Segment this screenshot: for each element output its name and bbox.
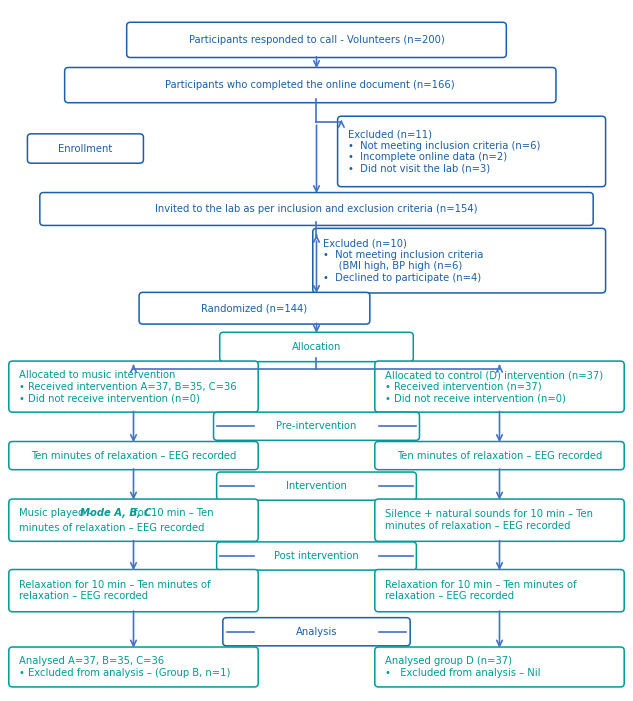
Text: Participants who completed the online document (n=166): Participants who completed the online do… <box>165 80 455 90</box>
Text: Music played –: Music played – <box>19 508 96 518</box>
FancyBboxPatch shape <box>127 22 506 57</box>
FancyBboxPatch shape <box>216 472 417 501</box>
FancyBboxPatch shape <box>139 292 370 324</box>
FancyBboxPatch shape <box>65 67 556 103</box>
Text: Relaxation for 10 min – Ten minutes of
relaxation – EEG recorded: Relaxation for 10 min – Ten minutes of r… <box>385 580 577 601</box>
Text: Invited to the lab as per inclusion and exclusion criteria (n=154): Invited to the lab as per inclusion and … <box>155 204 478 214</box>
FancyBboxPatch shape <box>27 134 144 163</box>
FancyBboxPatch shape <box>40 193 593 226</box>
Text: Silence + natural sounds for 10 min – Ten
minutes of relaxation – EEG recorded: Silence + natural sounds for 10 min – Te… <box>385 510 592 531</box>
FancyBboxPatch shape <box>9 499 258 541</box>
FancyBboxPatch shape <box>375 361 624 412</box>
FancyBboxPatch shape <box>220 332 413 362</box>
Text: Analysed group D (n=37)
•   Excluded from analysis – Nil: Analysed group D (n=37) • Excluded from … <box>385 656 540 678</box>
Text: Excluded (n=10)
•  Not meeting inclusion criteria
     (BMI high, BP high (n=6)
: Excluded (n=10) • Not meeting inclusion … <box>323 238 483 283</box>
FancyBboxPatch shape <box>337 116 606 186</box>
FancyBboxPatch shape <box>375 569 624 612</box>
FancyBboxPatch shape <box>9 569 258 612</box>
Text: Participants responded to call - Volunteers (n=200): Participants responded to call - Volunte… <box>189 35 444 45</box>
FancyBboxPatch shape <box>375 647 624 687</box>
Text: Ten minutes of relaxation – EEG recorded: Ten minutes of relaxation – EEG recorded <box>31 451 236 461</box>
Text: Analysis: Analysis <box>296 627 337 637</box>
FancyBboxPatch shape <box>9 647 258 687</box>
Text: Enrollment: Enrollment <box>58 144 113 154</box>
Text: Relaxation for 10 min – Ten minutes of
relaxation – EEG recorded: Relaxation for 10 min – Ten minutes of r… <box>19 580 210 601</box>
Text: Allocation: Allocation <box>292 342 341 352</box>
FancyBboxPatch shape <box>9 361 258 412</box>
FancyBboxPatch shape <box>375 499 624 541</box>
FancyBboxPatch shape <box>216 542 417 570</box>
Text: Ten minutes of relaxation – EEG recorded: Ten minutes of relaxation – EEG recorded <box>397 451 602 461</box>
Text: Excluded (n=11)
•  Not meeting inclusion criteria (n=6)
•  Incomplete online dat: Excluded (n=11) • Not meeting inclusion … <box>348 129 540 174</box>
Text: minutes of relaxation – EEG recorded: minutes of relaxation – EEG recorded <box>19 523 204 533</box>
FancyBboxPatch shape <box>213 412 420 440</box>
Text: Allocated to control (D) intervention (n=37)
• Received intervention (n=37)
• Di: Allocated to control (D) intervention (n… <box>385 370 603 403</box>
Text: Analysed A=37, B=35, C=36
• Excluded from analysis – (Group B, n=1): Analysed A=37, B=35, C=36 • Excluded fro… <box>19 656 230 678</box>
Text: Intervention: Intervention <box>286 481 347 491</box>
Text: Allocated to music intervention
• Received intervention A=37, B=35, C=36
• Did n: Allocated to music intervention • Receiv… <box>19 370 236 403</box>
FancyBboxPatch shape <box>313 229 606 293</box>
Text: Pre-intervention: Pre-intervention <box>277 421 356 431</box>
Text: Randomized (n=144): Randomized (n=144) <box>201 304 308 313</box>
FancyBboxPatch shape <box>375 442 624 470</box>
Text: for 10 min – Ten: for 10 min – Ten <box>131 508 214 518</box>
Text: Post intervention: Post intervention <box>274 551 359 561</box>
FancyBboxPatch shape <box>223 618 410 646</box>
FancyBboxPatch shape <box>9 442 258 470</box>
Text: Mode A, B, C: Mode A, B, C <box>80 508 151 518</box>
